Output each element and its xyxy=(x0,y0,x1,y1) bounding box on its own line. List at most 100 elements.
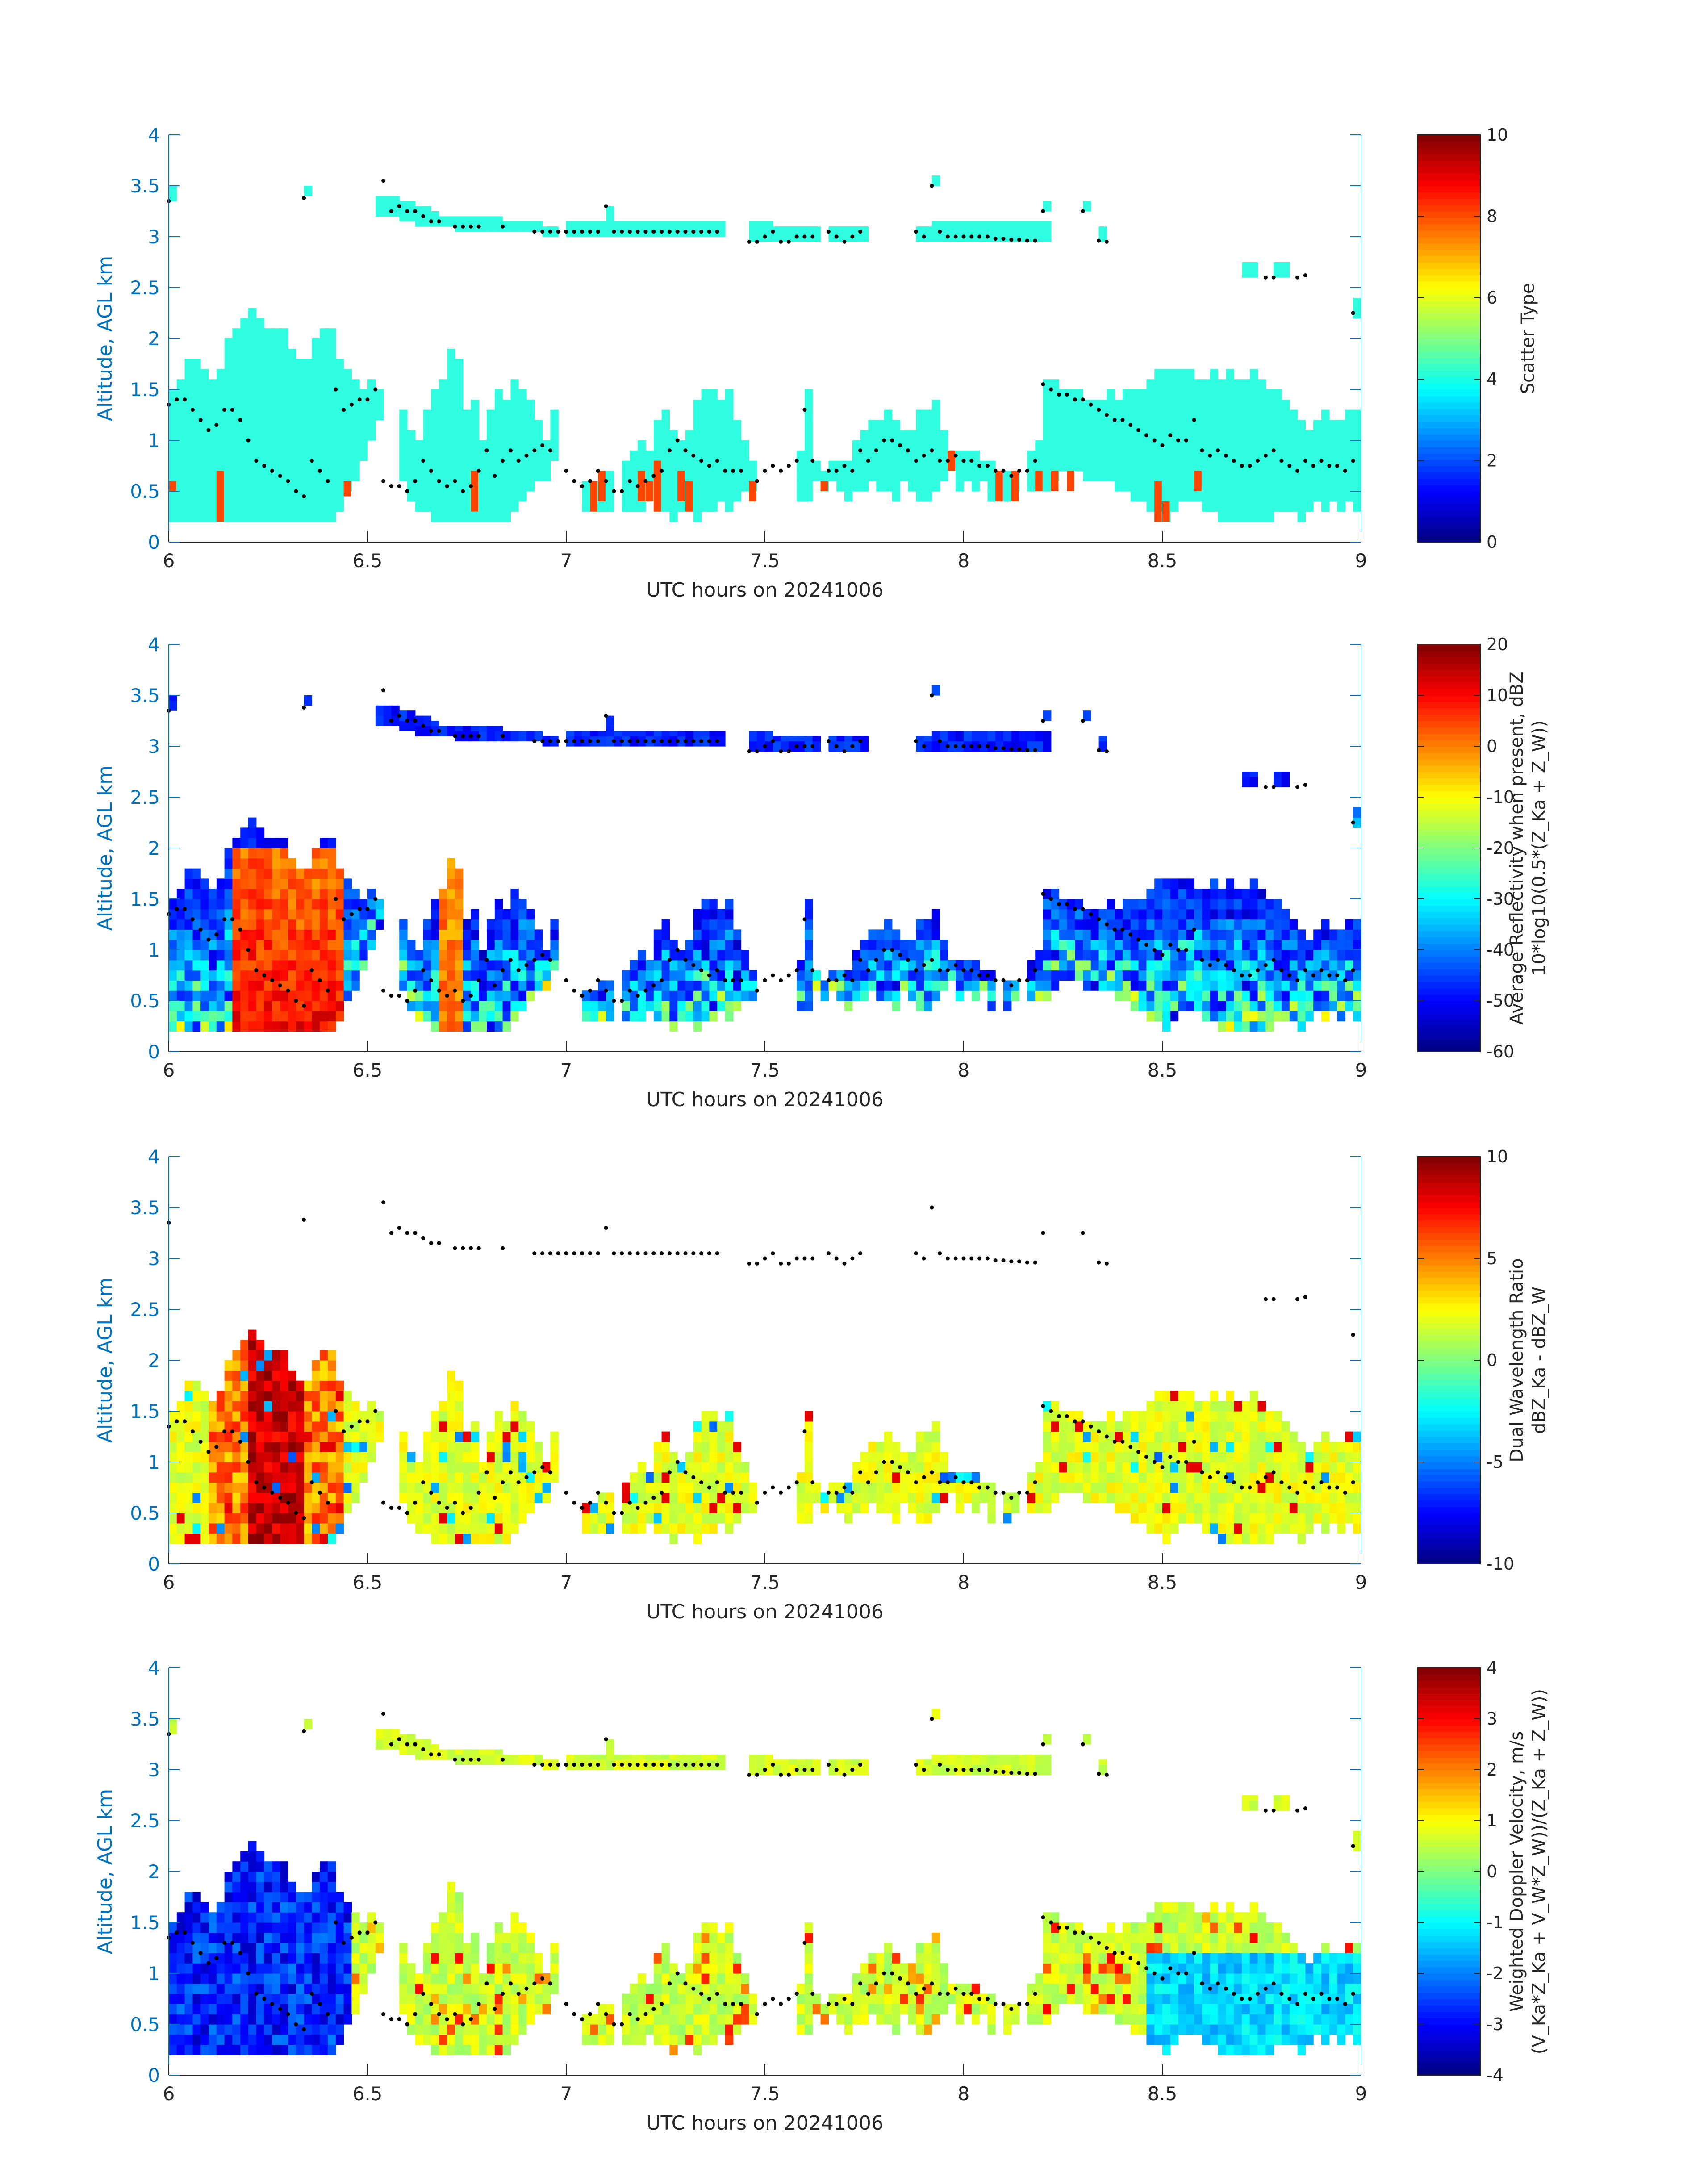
data-cell xyxy=(1226,919,1234,930)
data-cell xyxy=(200,389,209,400)
data-cell xyxy=(1242,919,1250,930)
data-cell xyxy=(852,450,861,461)
data-cell xyxy=(1249,379,1258,390)
data-cell xyxy=(1274,919,1282,930)
data-cell xyxy=(280,1431,288,1442)
marker-point xyxy=(1279,459,1284,463)
data-cell xyxy=(367,389,376,400)
data-cell xyxy=(1194,940,1203,950)
marker-point xyxy=(1120,418,1125,422)
data-cell xyxy=(288,899,296,910)
data-cell xyxy=(439,1472,447,1483)
data-cell xyxy=(526,1482,535,1493)
data-cell xyxy=(948,960,956,971)
data-cell xyxy=(272,878,280,889)
data-cell xyxy=(725,929,734,940)
marker-point xyxy=(842,464,847,468)
data-cell xyxy=(1098,970,1107,981)
data-cell xyxy=(1274,940,1282,950)
data-cell xyxy=(1226,1391,1234,1401)
marker-point xyxy=(1120,927,1125,932)
data-cell xyxy=(1098,1472,1107,1483)
data-cell xyxy=(304,980,312,991)
data-cell xyxy=(169,919,177,930)
data-cell xyxy=(590,990,598,1001)
data-cell xyxy=(1051,919,1060,930)
data-cell xyxy=(232,389,241,400)
data-cell xyxy=(494,1442,503,1452)
marker-point xyxy=(786,464,791,468)
data-cell xyxy=(693,221,702,227)
data-cell xyxy=(1265,970,1274,981)
marker-point xyxy=(953,963,958,967)
data-cell xyxy=(1130,909,1139,920)
data-cell xyxy=(717,960,726,971)
data-cell xyxy=(1035,231,1044,242)
data-cell xyxy=(280,1401,288,1412)
data-cell xyxy=(1178,950,1186,961)
data-cell xyxy=(447,369,455,380)
data-cell xyxy=(852,481,861,492)
data-cell xyxy=(733,481,742,492)
data-cell xyxy=(1043,950,1052,961)
data-cell xyxy=(296,1021,305,1032)
data-cell xyxy=(216,929,225,940)
data-cell xyxy=(288,471,296,481)
data-cell xyxy=(407,1462,416,1473)
data-cell xyxy=(749,1503,757,1513)
data-cell xyxy=(1154,409,1163,420)
data-cell xyxy=(455,726,464,731)
data-cell xyxy=(423,980,431,991)
marker-point xyxy=(397,204,401,209)
data-cell xyxy=(304,440,312,451)
data-cell xyxy=(1035,1462,1044,1473)
data-cell xyxy=(288,970,296,981)
data-cell xyxy=(542,471,551,481)
marker-point xyxy=(977,464,982,468)
data-cell xyxy=(479,1011,487,1022)
data-cell xyxy=(518,1503,527,1513)
data-cell xyxy=(391,196,400,207)
precip-cell xyxy=(749,481,756,501)
data-cell xyxy=(272,1472,280,1483)
data-cell xyxy=(184,420,193,430)
data-cell xyxy=(852,1503,861,1513)
data-cell xyxy=(184,1431,193,1442)
data-cell xyxy=(1249,1011,1258,1022)
data-cell xyxy=(1257,440,1266,451)
data-cell xyxy=(1123,1452,1131,1462)
data-cell xyxy=(320,1411,328,1422)
data-cell xyxy=(232,1492,241,1503)
data-cell xyxy=(1210,1452,1219,1462)
data-cell xyxy=(733,450,742,461)
data-cell xyxy=(439,1533,447,1544)
marker-point xyxy=(1271,958,1276,962)
data-cell xyxy=(526,980,535,991)
data-cell xyxy=(892,450,901,461)
data-cell xyxy=(900,950,908,961)
data-cell xyxy=(812,980,821,991)
colorbar-swatch xyxy=(1418,950,1480,957)
data-cell xyxy=(280,338,288,349)
marker-point xyxy=(1311,973,1315,978)
data-cell xyxy=(892,1462,901,1473)
data-cell xyxy=(335,1442,344,1452)
colorbar-swatch xyxy=(1418,192,1480,199)
data-cell xyxy=(209,379,217,390)
data-cell xyxy=(328,1350,336,1361)
data-cell xyxy=(1282,481,1290,492)
data-cell xyxy=(351,379,360,390)
data-cell xyxy=(908,1492,916,1503)
colorbar-tick-label: -20 xyxy=(1487,838,1514,858)
data-cell xyxy=(328,1370,336,1381)
data-cell xyxy=(1043,1472,1052,1483)
data-cell xyxy=(304,909,312,920)
data-cell xyxy=(1130,940,1139,950)
data-cell xyxy=(1321,960,1330,971)
marker-point xyxy=(516,459,521,463)
data-cell xyxy=(797,1503,805,1513)
data-cell xyxy=(701,481,710,492)
data-cell xyxy=(272,1011,280,1022)
data-cell xyxy=(304,1442,312,1452)
data-cell xyxy=(1297,450,1306,461)
